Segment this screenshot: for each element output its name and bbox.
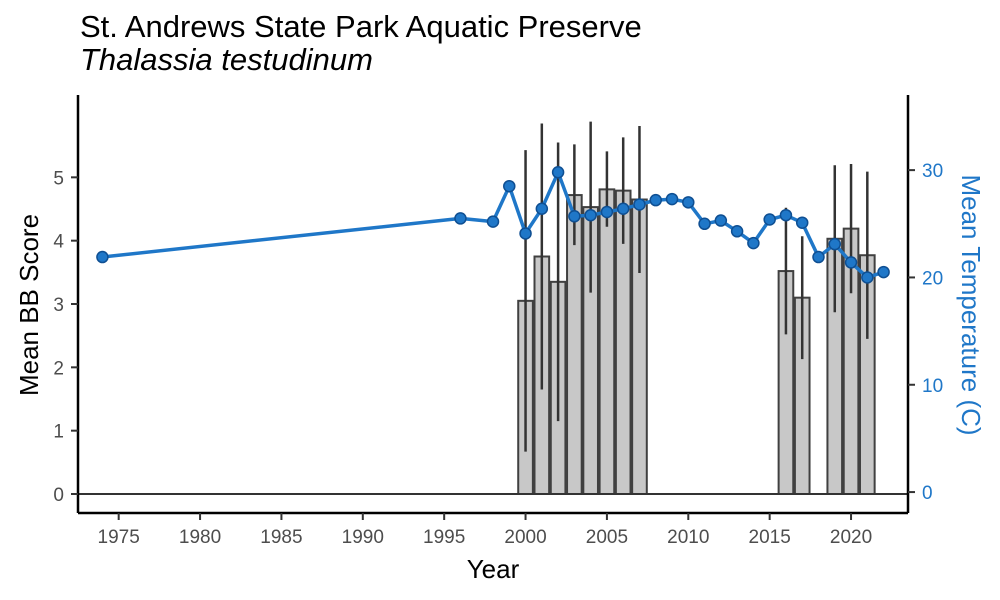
x-tick-label-1980: 1980	[179, 527, 221, 548]
y-axis-label: Mean BB Score	[14, 214, 44, 396]
temperature-point-2002	[551, 166, 565, 179]
temperature-point-2006	[616, 202, 630, 216]
temperature-point-1999	[503, 179, 516, 193]
temperature-point-2021	[861, 271, 874, 284]
temperature-point-1974	[96, 250, 109, 264]
y-axis-right-label: Mean Temperature (C)	[956, 174, 986, 435]
temperature-line-layer	[96, 166, 890, 284]
temperature-point-2017	[795, 216, 809, 229]
bars-layer	[517, 188, 876, 496]
y-tick-label-2: 2	[53, 358, 64, 379]
temperature-point-1996	[454, 212, 467, 225]
x-tick-label-2010: 2010	[667, 527, 709, 548]
x-tick-label-1990: 1990	[342, 527, 384, 548]
temperature-point-2003	[568, 210, 581, 223]
temperature-point-2018	[812, 250, 825, 264]
x-tick-label-1995: 1995	[423, 527, 465, 548]
chart-title-block: St. Andrews State Park Aquatic Preserve …	[80, 10, 642, 76]
temperature-point-2013	[730, 225, 744, 238]
x-tick-label-2020: 2020	[830, 527, 872, 548]
y-tick-label-4: 4	[53, 232, 64, 253]
temperature-point-2014	[747, 236, 760, 250]
y-tick-label-3: 3	[53, 295, 64, 316]
x-tick-label-2015: 2015	[749, 527, 791, 548]
y-right-tick-label-0: 0	[922, 483, 933, 504]
temperature-point-2010	[682, 196, 695, 209]
temperature-point-1998	[486, 215, 500, 228]
x-axis-label: Year	[467, 554, 520, 584]
temperature-point-2001	[535, 202, 549, 216]
y-tick-label-5: 5	[53, 168, 64, 189]
temperature-point-2011	[698, 217, 711, 231]
chart-subtitle: Thalassia testudinum	[80, 42, 373, 77]
x-tick-label-1975: 1975	[98, 527, 140, 548]
temperature-point-2020	[844, 256, 858, 269]
y-right-tick-label-20: 20	[922, 268, 943, 289]
temperature-point-2015	[763, 213, 776, 226]
temperature-point-2000	[519, 227, 532, 240]
y-right-tick-label-30: 30	[922, 161, 943, 182]
y-tick-label-1: 1	[53, 422, 64, 443]
temperature-point-2022	[877, 265, 890, 279]
temperature-point-2005	[600, 205, 614, 219]
temperature-point-2004	[584, 208, 597, 222]
x-tick-label-2000: 2000	[504, 527, 546, 548]
temperature-point-2016	[779, 208, 793, 222]
axes-layer: 1975 1980 1985 1990 1995 2000 2005 2010 2015 2020…	[53, 95, 943, 548]
temperature-point-2007	[633, 198, 646, 211]
temperature-point-2019	[828, 237, 842, 251]
temperature-point-2008	[649, 193, 662, 207]
x-tick-label-2005: 2005	[586, 527, 628, 548]
y-right-tick-label-10: 10	[922, 376, 943, 397]
chart-title: St. Andrews State Park Aquatic Preserve	[80, 9, 642, 44]
temperature-point-2012	[714, 214, 728, 227]
x-tick-label-1985: 1985	[260, 527, 302, 548]
bar-2005	[598, 188, 616, 495]
temperature-point-2009	[665, 192, 679, 206]
y-tick-label-0: 0	[53, 485, 64, 506]
